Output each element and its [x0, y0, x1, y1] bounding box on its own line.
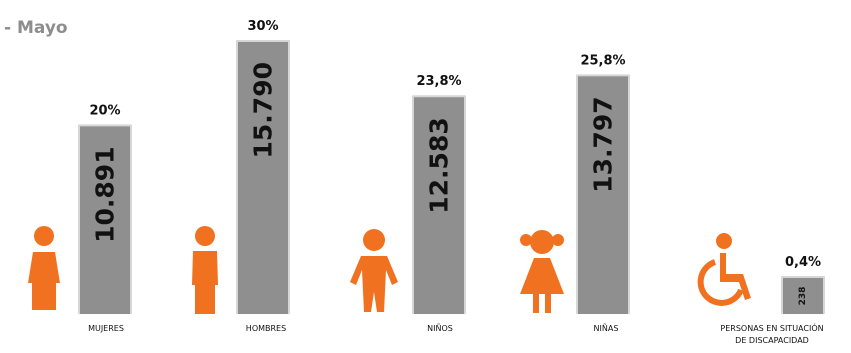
category-label: MUJERES	[88, 324, 124, 333]
pigtail	[552, 234, 564, 246]
bar-group: 25,8% 13.797 NIÑAS	[576, 53, 630, 333]
head	[716, 233, 732, 249]
percent-label: 0,4%	[785, 255, 821, 270]
head	[363, 229, 385, 251]
body	[350, 256, 398, 312]
bar-group: 23,8% 12.583 NIÑOS	[412, 74, 466, 333]
category-label: NIÑOS	[427, 323, 453, 333]
pigtail	[520, 234, 532, 246]
woman-icon	[28, 226, 60, 310]
wheel	[697, 259, 744, 306]
bar	[414, 97, 464, 314]
body	[520, 258, 564, 313]
percent-label: 23,8%	[416, 74, 461, 89]
chart-title: - Mayo	[4, 18, 68, 38]
value-label: 10.891	[91, 146, 120, 242]
value-label: 12.583	[425, 117, 454, 213]
category-label: HOMBRES	[246, 324, 286, 333]
bars-layer: 20% 10.891 MUJERES 30% 15.790 HOMBRES 23,8% 12.…	[78, 19, 825, 345]
wheelchair-icon	[697, 233, 751, 306]
icons-layer	[28, 226, 751, 314]
percent-label: 30%	[247, 19, 278, 34]
percent-label: 20%	[89, 103, 120, 118]
girl-icon	[520, 230, 564, 313]
bar	[80, 126, 130, 314]
man-icon	[192, 226, 218, 314]
category-label: DE DISCAPACIDAD	[735, 336, 809, 345]
body	[720, 253, 751, 300]
bar	[578, 76, 628, 314]
bar-group: 0,4% 238 PERSONAS EN SITUACIÓN DE DISCAPACI…	[720, 255, 825, 345]
head	[34, 226, 54, 246]
value-label: 238	[798, 287, 808, 306]
bar-group: 20% 10.891 MUJERES	[78, 103, 132, 333]
body	[192, 251, 218, 314]
bar-group: 30% 15.790 HOMBRES	[236, 19, 290, 333]
bar	[238, 42, 288, 314]
head	[530, 230, 554, 254]
boy-icon	[350, 229, 398, 312]
bar	[783, 278, 823, 314]
value-label: 15.790	[249, 62, 278, 158]
category-label: PERSONAS EN SITUACIÓN	[720, 322, 823, 333]
head	[195, 226, 215, 246]
body	[28, 252, 60, 310]
category-label: NIÑAS	[594, 323, 619, 333]
value-label: 13.797	[589, 96, 618, 192]
percent-label: 25,8%	[580, 53, 625, 68]
